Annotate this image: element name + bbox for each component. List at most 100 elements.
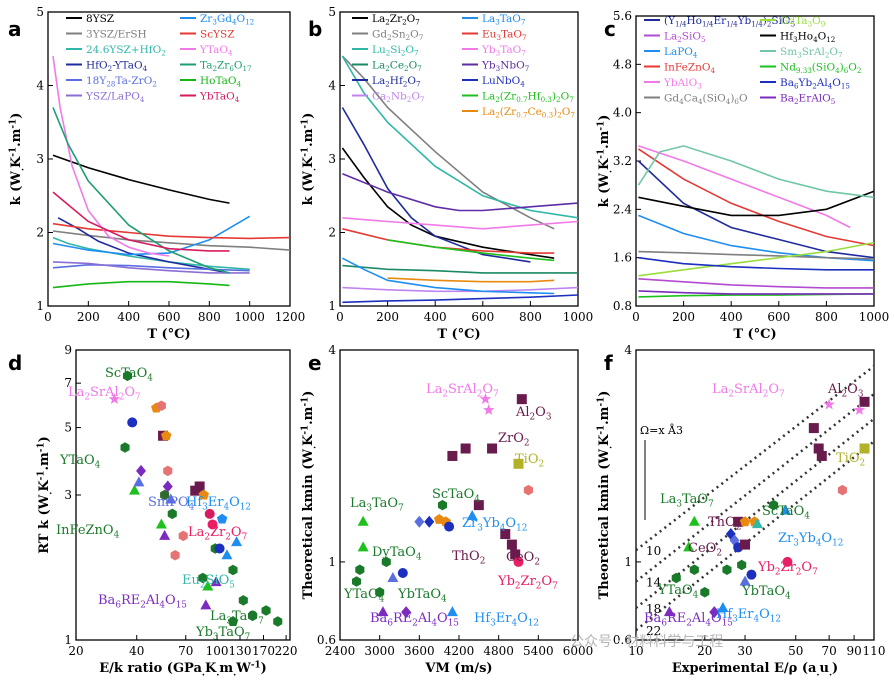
- panel-b-series-line: [342, 217, 579, 230]
- panel-b-series-line: [342, 264, 578, 274]
- panel-a-legend-label: 8YSZ: [86, 13, 114, 25]
- panel-e-xtick-label: 3000: [364, 644, 395, 658]
- panel-d-annotation: La2Zr2O7: [188, 525, 247, 542]
- panel-a-xtick-label: 200: [77, 310, 100, 324]
- panel-f-ref-line: [635, 440, 875, 632]
- panel-d-ytick-label: 3: [64, 488, 72, 502]
- panel-f-point: [779, 504, 791, 515]
- panel-a-ytick-label: 2: [36, 226, 44, 240]
- panel-c-legend-label: InFeZnO4: [664, 62, 716, 76]
- panel-f-point: [823, 398, 835, 410]
- panel-d-point: [155, 518, 167, 529]
- panel-e-annotation: La2SrAl2O7: [426, 382, 499, 399]
- panel-b-legend-label: La2Ce2O7: [372, 60, 422, 74]
- panel-b-series-line: [341, 107, 531, 263]
- panel-d-point: [231, 536, 243, 547]
- panel-f-ytick-label: 1: [624, 555, 632, 569]
- panel-f-annotation: Zr3Yb4O12: [778, 531, 843, 548]
- panel-a-series-line: [52, 55, 170, 257]
- panel-d-point: [214, 543, 225, 554]
- panel-f-point: [859, 443, 870, 454]
- panel-e-point: [424, 515, 435, 528]
- panel-c-series-line: [637, 160, 875, 259]
- panel-f-annotation: Al2O3: [827, 382, 863, 399]
- panel-d-point: [227, 616, 239, 627]
- panel-b-xtick-label: 600: [471, 310, 494, 324]
- panel-f-xtick-label: 20: [697, 644, 712, 658]
- panel-f-point: [722, 564, 732, 576]
- panel-f-letter: f: [604, 351, 613, 375]
- panel-c-xlabel: T (°C): [733, 327, 776, 342]
- panel-d-point: [194, 481, 205, 492]
- panel-a-legend-label: 24.6YSZ+HfO2: [86, 44, 166, 58]
- panel-a-legend-label: HoTaO4: [200, 75, 242, 89]
- panel-b-series-line: [387, 239, 555, 262]
- panel-c-legend-label: (Y1/4Ho1/4Er1/4Yb1/4)2SiO5: [664, 15, 795, 29]
- panel-d-point: [261, 605, 271, 616]
- panel-c-letter: c: [604, 17, 616, 41]
- panel-c-legend-label: Gd4Ca4(SiO4)6O: [664, 93, 748, 107]
- panel-f-xtick-label: 30: [737, 644, 752, 658]
- panel-e-annotation: Zr3Yb4O12: [462, 516, 527, 533]
- panel-b-legend-label: La2(Zr0.7Ce0.3)2O7: [482, 106, 575, 120]
- panel-a-series-line: [52, 236, 250, 271]
- panel-d-point: [136, 464, 147, 477]
- panel-b-legend-label: Eu3TaO7: [482, 29, 527, 43]
- panel-d-xtick-label: 70: [178, 644, 193, 658]
- panel-b-series-line: [341, 55, 555, 230]
- panel-b-ytick-label: 1: [328, 299, 336, 313]
- panel-f-annotation: YTaO4: [657, 583, 699, 600]
- panel-d-annotation: La2SrAl2O7: [68, 385, 141, 402]
- panel-d-point: [202, 580, 214, 591]
- panel-e-annotation: YbTaO4: [397, 587, 447, 604]
- watermark: 公众号 · 材料科学与工程: [570, 634, 724, 650]
- panel-d-point: [228, 564, 238, 576]
- panel-d-point: [221, 549, 233, 560]
- panel-c-ytick-label: 4.0: [613, 106, 632, 120]
- panel-f-point: [782, 556, 793, 567]
- panel-e-point: [460, 443, 471, 454]
- panel-e-annotation: Hf3Er4O12: [474, 611, 539, 628]
- panel-f-xtick-label: 110: [863, 644, 886, 658]
- panel-f-point: [813, 443, 824, 454]
- panel-e-point: [357, 541, 369, 552]
- panel-e-point: [397, 568, 408, 579]
- panel-e-point: [479, 393, 492, 405]
- panel-e-point: [381, 556, 391, 568]
- panel-e-point: [506, 539, 517, 550]
- panel-f-point: [808, 423, 819, 434]
- panel-f-annotation: ThO2: [708, 515, 741, 532]
- panel-b-series-line: [342, 228, 555, 254]
- panel-a-legend-label: YSZ/LaPO4: [85, 91, 145, 105]
- panel-f-point: [688, 515, 700, 526]
- panel-f-point: [739, 575, 751, 586]
- panel-b-series-line: [342, 172, 579, 212]
- panel-e-annotation: Ba6RE2Al4O15: [370, 611, 459, 628]
- panel-c-series-line: [638, 256, 874, 271]
- panel-d-point: [248, 610, 258, 622]
- panel-d-xtick-label: 20: [68, 644, 83, 658]
- panel-e-annotation: ScTaO4: [432, 487, 480, 504]
- panel-e-annotation: Yb2Zr2O7: [497, 574, 558, 591]
- panel-f-xtick-label: 50: [788, 644, 803, 658]
- panel-e-point: [437, 499, 448, 511]
- panel-d-point: [238, 595, 248, 606]
- panel-e-annotation: CeO2: [506, 550, 540, 567]
- panel-c-legend-label: Sm3SrAl2O7: [780, 46, 843, 60]
- panel-e-ytick-label: 1: [328, 555, 336, 569]
- panel-e-point: [387, 572, 399, 583]
- panel-f-xtick-label: 10: [628, 644, 643, 658]
- panel-e-point: [446, 606, 458, 617]
- panel-f-ref-line: [635, 417, 875, 609]
- panel-d-point: [122, 370, 133, 382]
- panel-e-point: [447, 450, 458, 461]
- panel-a-legend-label: Zr3Gd4O12: [200, 13, 254, 27]
- panel-e-annotation: ThO2: [452, 549, 485, 566]
- panel-a-series-line: [52, 222, 291, 240]
- panel-f-ytick-label: 4: [624, 343, 632, 357]
- panel-c-ytick-label: 3.2: [613, 154, 632, 168]
- panel-e-point: [487, 443, 498, 454]
- panel-a-xtick-label: 600: [158, 310, 181, 324]
- panel-c-series-line: [638, 250, 875, 260]
